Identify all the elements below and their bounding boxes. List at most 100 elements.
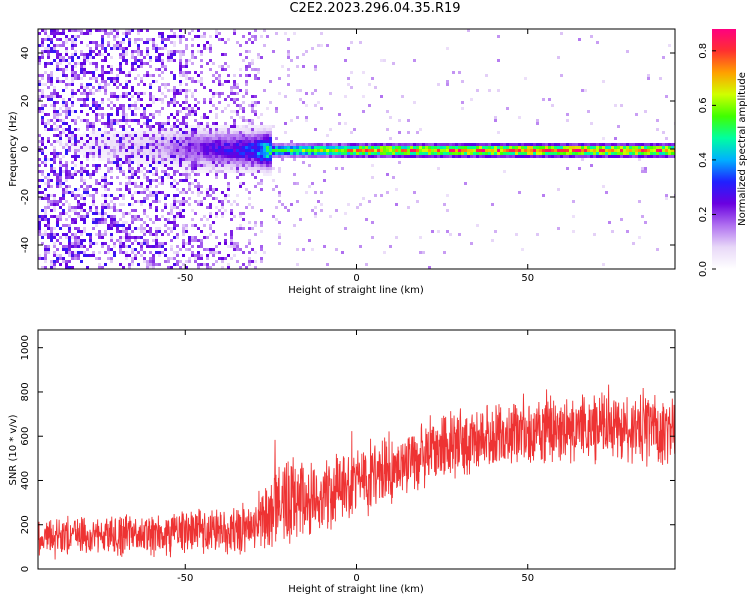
spectrogram-cell xyxy=(236,158,239,161)
spectrogram-cell xyxy=(50,200,53,203)
spectrogram-cell xyxy=(173,125,176,128)
spectrogram-cell xyxy=(95,155,98,158)
spectrogram-cell xyxy=(242,218,245,221)
spectrogram-cell xyxy=(110,155,113,158)
spectrogram-cell xyxy=(140,140,143,143)
spectrogram-cell xyxy=(191,38,194,41)
spectrogram-cell xyxy=(362,143,365,146)
spectrogram-cell xyxy=(131,215,134,218)
spectrogram-cell xyxy=(599,155,602,158)
spectrogram-cell xyxy=(587,110,590,113)
spectrogram-cell xyxy=(662,152,665,155)
spectrogram-cell xyxy=(197,143,200,146)
spectrogram-cell xyxy=(179,155,182,158)
spectrogram-cell xyxy=(89,50,92,53)
spectrogram-cell xyxy=(161,83,164,86)
spectrogram-cell xyxy=(254,170,257,173)
spectrogram-cell xyxy=(194,113,197,116)
spectrogram-cell xyxy=(197,194,200,197)
spectrogram-cell xyxy=(209,188,212,191)
spectrogram-cell xyxy=(230,152,233,155)
spectrogram-cell xyxy=(122,107,125,110)
spectrogram-cell xyxy=(536,143,539,146)
spectrogram-cell xyxy=(86,104,89,107)
spectrogram-cell xyxy=(56,101,59,104)
spectrogram-cell xyxy=(176,245,179,248)
spectrogram-cell xyxy=(530,146,533,149)
spectrogram-cell xyxy=(179,59,182,62)
spectrogram-cell xyxy=(125,92,128,95)
spectrogram-cell xyxy=(413,149,416,152)
spectrogram-cell xyxy=(266,134,269,137)
spectrogram-cell xyxy=(329,155,332,158)
spectrogram-cell xyxy=(179,38,182,41)
spectrogram-cell xyxy=(251,119,254,122)
spectrogram-cell xyxy=(263,89,266,92)
spectrogram-cell xyxy=(77,215,80,218)
spectrogram-cell xyxy=(119,236,122,239)
spectrogram-cell xyxy=(191,131,194,134)
spectrogram-cell xyxy=(641,215,644,218)
spectrogram-cell xyxy=(323,155,326,158)
spectrogram-cell xyxy=(587,152,590,155)
spectrogram-cell xyxy=(50,104,53,107)
spectrogram-cell xyxy=(143,167,146,170)
spectrogram-cell xyxy=(173,35,176,38)
spectrogram-cell xyxy=(173,197,176,200)
spectrogram-cell xyxy=(215,146,218,149)
spectrogram-cell xyxy=(251,137,254,140)
spectrogram-cell xyxy=(161,140,164,143)
spectrogram-cell xyxy=(98,167,101,170)
spectrogram-cell xyxy=(47,158,50,161)
spectrogram-cell xyxy=(302,161,305,164)
spectrogram-cell xyxy=(383,152,386,155)
spectrogram-cell xyxy=(251,161,254,164)
spectrogram-cell xyxy=(131,50,134,53)
spectrogram-cell xyxy=(134,101,137,104)
spectrogram-cell xyxy=(611,146,614,149)
spectrogram-cell xyxy=(221,170,224,173)
spectrogram-cell xyxy=(197,140,200,143)
spectrogram-cell xyxy=(605,155,608,158)
spectrogram-cell xyxy=(185,122,188,125)
spectrogram-cell xyxy=(146,239,149,242)
spectrogram-cell xyxy=(296,65,299,68)
spectrogram-cell xyxy=(77,254,80,257)
spectrogram-cell xyxy=(128,92,131,95)
spectrogram-cell xyxy=(74,233,77,236)
spectrogram-cell xyxy=(254,125,257,128)
spectrogram-cell xyxy=(251,143,254,146)
spectrogram-cell xyxy=(53,32,56,35)
spectrogram-cell xyxy=(53,86,56,89)
spectrogram-cell xyxy=(281,155,284,158)
spectrogram-cell xyxy=(455,149,458,152)
spectrogram-cell xyxy=(335,167,338,170)
spectrogram-cell xyxy=(173,53,176,56)
spectrogram-cell xyxy=(80,245,83,248)
spectrogram-cell xyxy=(242,143,245,146)
spectrogram-cell xyxy=(233,146,236,149)
spectrogram-cell xyxy=(167,128,170,131)
spectrogram-cell xyxy=(467,143,470,146)
spectrogram-cell xyxy=(44,128,47,131)
spectrogram-cell xyxy=(188,260,191,263)
spectrogram-cell xyxy=(215,155,218,158)
spectrogram-cell xyxy=(149,59,152,62)
spectrogram-cell xyxy=(125,53,128,56)
spectrogram-cell xyxy=(164,38,167,41)
spectrogram-cell xyxy=(176,89,179,92)
spectrogram-cell xyxy=(80,62,83,65)
spectrogram-cell xyxy=(128,149,131,152)
spectrogram-cell xyxy=(65,137,68,140)
spectrogram-cell xyxy=(581,152,584,155)
spectrogram-cell xyxy=(236,155,239,158)
spectrogram-cell xyxy=(110,113,113,116)
spectrogram-cell xyxy=(71,131,74,134)
spectrogram-cell xyxy=(131,251,134,254)
spectrogram-cell xyxy=(182,164,185,167)
spectrogram-cell xyxy=(209,149,212,152)
spectrogram-cell xyxy=(188,104,191,107)
spectrogram-cell xyxy=(218,209,221,212)
spectrogram-cell xyxy=(152,167,155,170)
spectrogram-cell xyxy=(56,224,59,227)
